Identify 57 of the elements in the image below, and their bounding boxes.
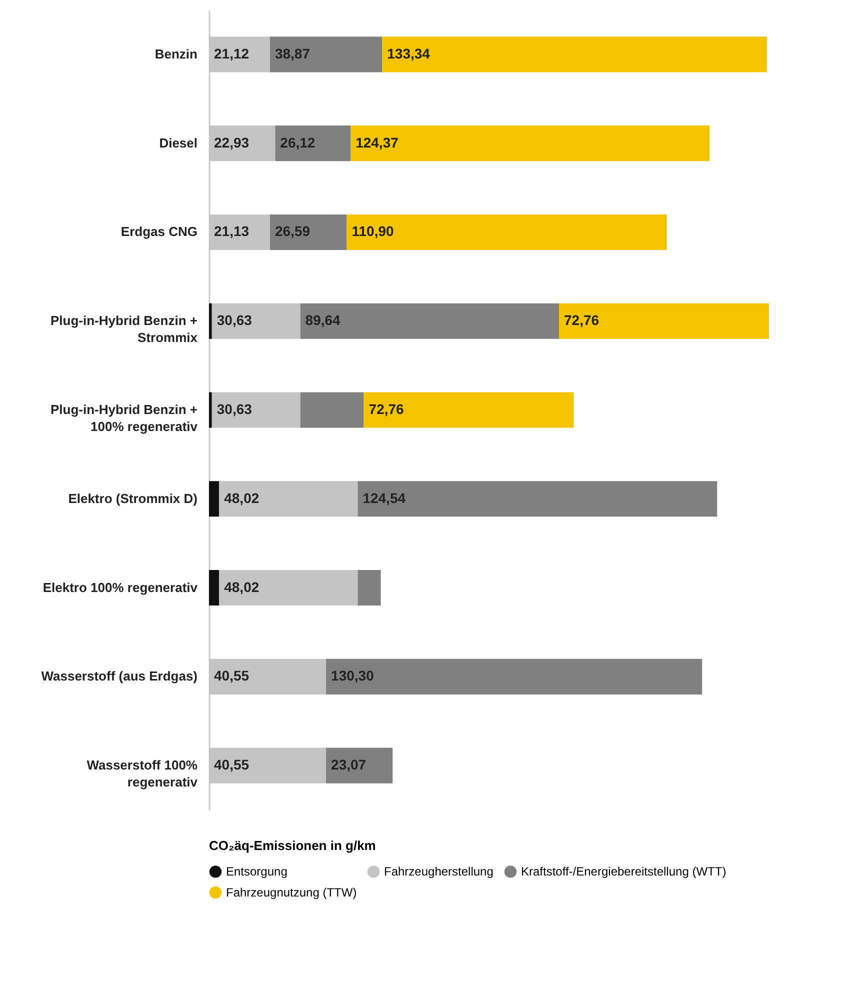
bar — [346, 214, 667, 250]
y-tick-label: Plug-in-Hybrid Benzin + 100% regenerativ — [50, 402, 198, 434]
bar — [350, 126, 710, 162]
data-label: 124,54 — [362, 490, 406, 506]
data-label: 133,34 — [387, 45, 430, 62]
data-label: 89,64 — [305, 312, 341, 328]
bar — [209, 570, 220, 606]
bar — [326, 748, 393, 784]
data-label: 72,76 — [368, 401, 404, 417]
legend-title: CO₂äq-Emissionen in g/km — [209, 838, 376, 853]
y-tick-label: Wasserstoff 100% regenerativ — [86, 758, 198, 790]
data-label: 38,87 — [274, 45, 310, 62]
bar — [382, 36, 767, 72]
bar — [209, 392, 212, 428]
bar — [209, 303, 212, 339]
bar — [212, 392, 300, 428]
bar — [326, 658, 702, 694]
bar — [212, 303, 300, 339]
y-tick-label: Elektro 100% regenerativ — [42, 580, 198, 595]
bar — [270, 214, 347, 250]
data-label: 72,76 — [564, 312, 600, 328]
bar — [364, 392, 574, 428]
y-tick-label: Plug-in-Hybrid Benzin + Strommix — [50, 313, 198, 346]
legend-label: Kraftstoff-/Energiebereitstellung (WTT) — [521, 864, 726, 879]
data-label: 124,37 — [356, 134, 399, 150]
data-label: 30,63 — [216, 401, 252, 417]
bar — [270, 36, 382, 72]
bar — [219, 481, 358, 517]
data-label: 30,63 — [216, 312, 252, 328]
data-label: 23,07 — [331, 756, 366, 773]
data-label: 110,90 — [352, 223, 394, 240]
data-label: 26,12 — [280, 134, 316, 150]
bar — [300, 303, 560, 339]
data-label: 26,59 — [274, 223, 310, 240]
data-label: 48,02 — [224, 578, 260, 595]
data-label: 40,55 — [214, 668, 250, 684]
bar — [358, 481, 718, 517]
y-tick-label: Elektro (Strommix D) — [68, 490, 198, 506]
legend-label: Fahrzeugnutzung (TTW) — [226, 886, 357, 900]
legend-label: Fahrzeugherstellung — [384, 864, 494, 879]
data-label: 40,55 — [214, 756, 250, 773]
bar — [209, 481, 220, 517]
legend-label: Entsorgung — [226, 864, 288, 879]
data-label: 21,12 — [214, 45, 250, 62]
data-label: 48,02 — [224, 490, 260, 506]
data-label: 130,30 — [331, 668, 374, 684]
bar — [358, 570, 381, 606]
y-tick-label: Diesel — [159, 135, 198, 150]
bar — [219, 570, 358, 606]
y-tick-label: Benzin — [154, 46, 198, 62]
y-tick-label: Wasserstoff (aus Erdgas) — [41, 668, 198, 684]
y-tick-label: Erdgas CNG — [120, 224, 198, 240]
data-label: 21,13 — [214, 223, 250, 240]
data-label: 22,93 — [214, 134, 250, 150]
bar — [300, 392, 364, 428]
bar — [275, 126, 351, 162]
bar — [559, 303, 769, 339]
